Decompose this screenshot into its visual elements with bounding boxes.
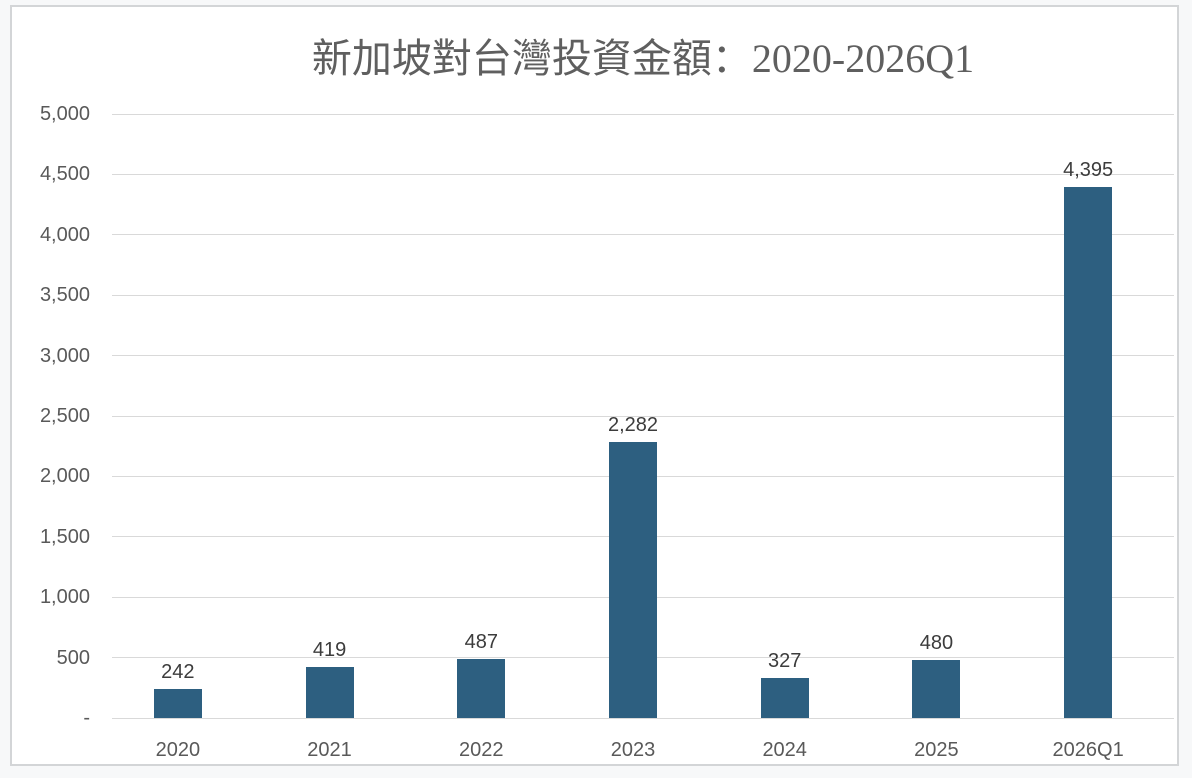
- gridline: [112, 415, 1174, 417]
- gridline: [112, 717, 1174, 719]
- bar-value-label: 327: [768, 650, 802, 672]
- x-tick-label: 2024: [762, 739, 807, 761]
- y-tick-label: 2,500: [39, 405, 90, 427]
- bar-value-label: 242: [161, 661, 195, 683]
- bar-value-label: 2,282: [607, 414, 659, 436]
- y-tick-label: 4,000: [39, 223, 90, 246]
- y-tick-label: 2,000: [39, 465, 90, 488]
- y-tick-label: 4,500: [39, 163, 90, 186]
- bar-value-label: 4,395: [1063, 159, 1114, 181]
- bar-2022: [457, 659, 506, 718]
- y-tick-label: -: [83, 707, 90, 729]
- x-tick-label: 2026Q1: [1052, 739, 1124, 761]
- gridline: [112, 173, 1174, 175]
- x-tick-label: 2025: [914, 739, 959, 761]
- bar-2025: [912, 660, 961, 718]
- bar-value-label: 419: [312, 639, 347, 661]
- y-tick-label: 1,000: [39, 586, 90, 609]
- x-tick-label: 2022: [459, 739, 504, 761]
- y-tick-label: 5,000: [39, 103, 90, 125]
- chart-frame: 新加坡對台灣投資金額：2020-2026Q1 - 500 1,000 1,500 2,0…: [10, 5, 1179, 766]
- y-tick-label: 3,500: [39, 284, 90, 307]
- bar-2026Q1: [1064, 187, 1113, 718]
- y-tick-label: 500: [56, 646, 90, 669]
- chart-title: 新加坡對台灣投資金額：2020-2026Q1: [311, 36, 975, 81]
- gridline: [112, 113, 1174, 115]
- x-tick-label: 2021: [307, 739, 352, 761]
- bar-2020: [153, 689, 202, 718]
- bar-2023: [609, 442, 657, 718]
- x-tick-label: 2020: [155, 739, 201, 761]
- bar-2024: [760, 678, 809, 718]
- gridline: [112, 355, 1174, 357]
- y-tick-label: 3,000: [39, 344, 90, 367]
- bar-value-label: 487: [464, 631, 498, 653]
- gridline: [112, 234, 1174, 236]
- x-tick-label: 2023: [610, 739, 656, 761]
- y-tick-label: 1,500: [39, 525, 90, 548]
- gridline: [112, 294, 1174, 296]
- bar-2021: [305, 667, 354, 718]
- bar-value-label: 480: [919, 632, 954, 654]
